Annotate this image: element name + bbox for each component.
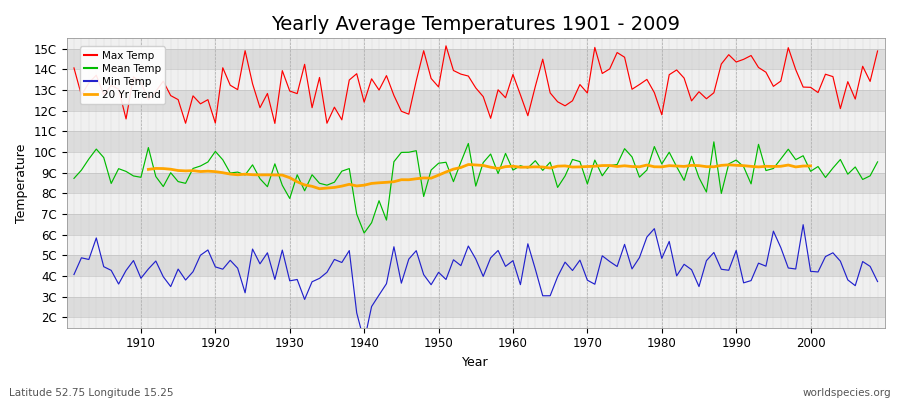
Bar — [67, 90, 885, 111]
Bar — [67, 49, 885, 69]
Text: Latitude 52.75 Longitude 15.25: Latitude 52.75 Longitude 15.25 — [9, 388, 174, 398]
Bar — [67, 173, 885, 193]
Bar — [67, 111, 885, 131]
Bar — [67, 131, 885, 152]
Bar — [67, 69, 885, 90]
X-axis label: Year: Year — [463, 356, 489, 369]
Bar — [67, 276, 885, 297]
Text: worldspecies.org: worldspecies.org — [803, 388, 891, 398]
Legend: Max Temp, Mean Temp, Min Temp, 20 Yr Trend: Max Temp, Mean Temp, Min Temp, 20 Yr Tre… — [80, 46, 165, 104]
Bar — [67, 193, 885, 214]
Bar — [67, 235, 885, 255]
Bar — [67, 214, 885, 235]
Bar — [67, 255, 885, 276]
Y-axis label: Temperature: Temperature — [15, 143, 28, 223]
Title: Yearly Average Temperatures 1901 - 2009: Yearly Average Temperatures 1901 - 2009 — [271, 15, 680, 34]
Bar — [67, 297, 885, 317]
Bar — [67, 152, 885, 173]
